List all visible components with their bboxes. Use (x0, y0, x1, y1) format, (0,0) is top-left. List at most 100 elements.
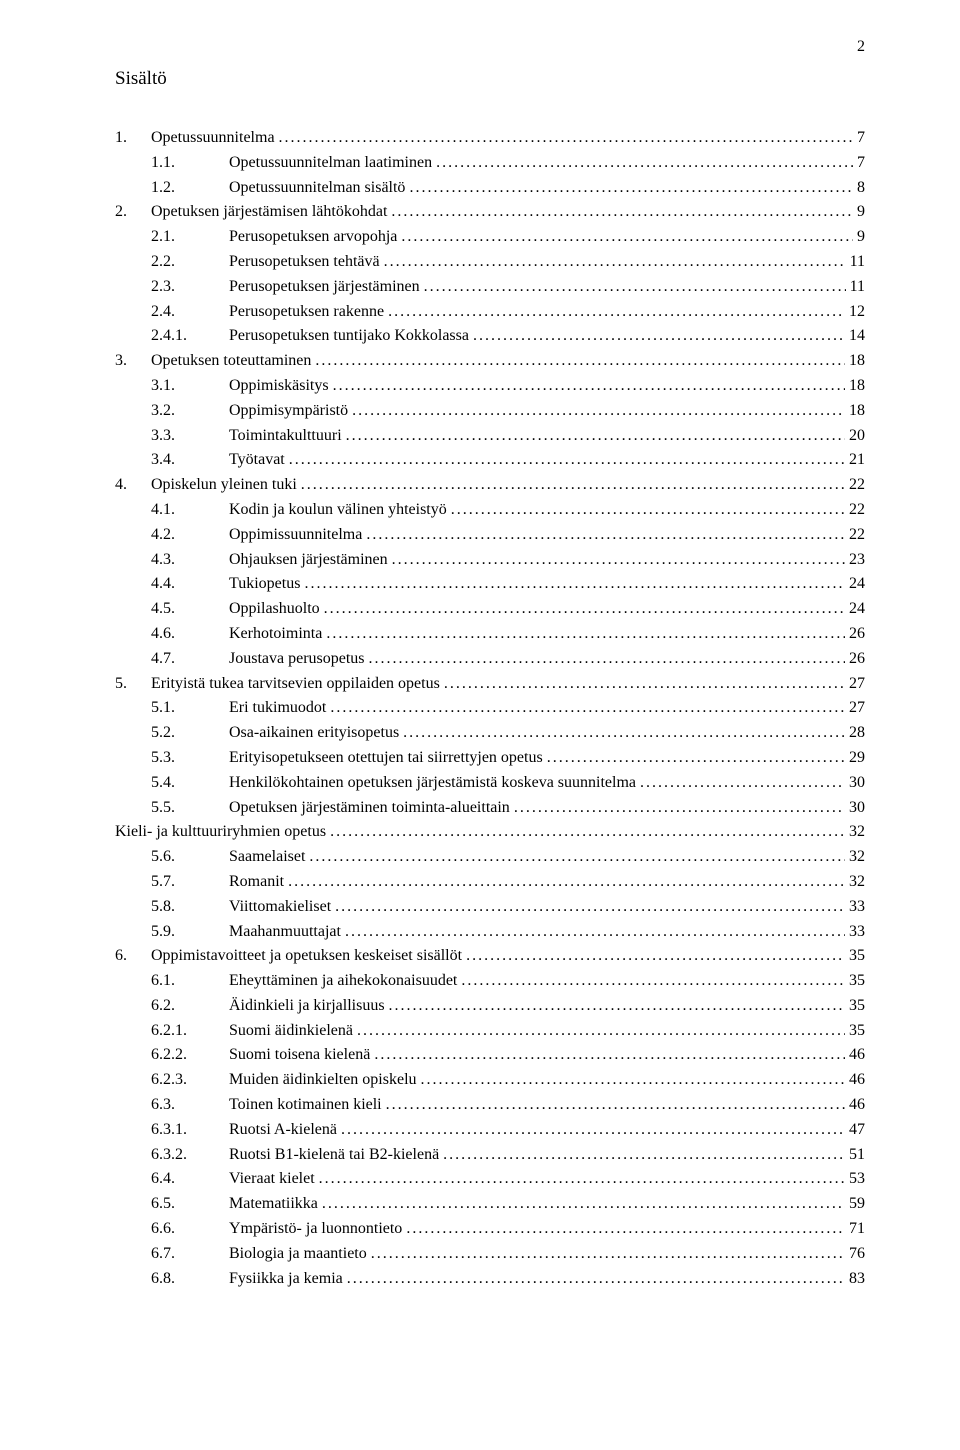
toc-leader-dots (547, 746, 845, 771)
toc-entry: 2.4.1.Perusopetuksen tuntijako Kokkolass… (115, 324, 865, 349)
toc-entry-number: 6.7. (151, 1242, 229, 1267)
toc-leader-dots (341, 1118, 845, 1143)
toc-entry-number: 4.6. (151, 622, 229, 647)
toc-leader-dots (406, 1217, 845, 1242)
toc-entry-label: Joustava perusopetus (229, 647, 369, 672)
toc-leader-dots (436, 151, 853, 176)
toc-entry: 6.2.2.Suomi toisena kielenä46 (115, 1043, 865, 1068)
toc-entry: 4.3.Ohjauksen järjestäminen23 (115, 548, 865, 573)
toc-entry-number: 1.2. (151, 176, 229, 201)
toc-entry-page: 71 (845, 1217, 865, 1242)
toc-entry-page: 35 (845, 1019, 865, 1044)
toc-entry-number: 2.1. (151, 225, 229, 250)
toc-list: 1.Opetussuunnitelma71.1.Opetussuunnitelm… (115, 126, 865, 1291)
toc-entry-page: 21 (845, 448, 865, 473)
toc-entry-number: 3. (115, 349, 151, 374)
toc-entry-number: 6.8. (151, 1267, 229, 1292)
toc-entry-page: 29 (845, 746, 865, 771)
toc-leader-dots (461, 969, 845, 994)
toc-entry: 2.4.Perusopetuksen rakenne12 (115, 300, 865, 325)
toc-entry-page: 33 (845, 895, 865, 920)
toc-entry-label: Toinen kotimainen kieli (229, 1093, 386, 1118)
toc-entry-page: 47 (845, 1118, 865, 1143)
toc-entry-number: 1. (115, 126, 151, 151)
toc-entry-page: 35 (845, 944, 865, 969)
toc-entry-number: 3.4. (151, 448, 229, 473)
toc-entry: 6.2.3.Muiden äidinkielten opiskelu46 (115, 1068, 865, 1093)
toc-entry-page: 32 (845, 845, 865, 870)
toc-entry: 3.4.Työtavat 21 (115, 448, 865, 473)
toc-entry-page: 14 (845, 324, 865, 349)
toc-entry-number: 5.6. (151, 845, 229, 870)
toc-entry-number: 5.5. (151, 796, 229, 821)
toc-entry: 4.5.Oppilashuolto24 (115, 597, 865, 622)
toc-leader-dots (409, 176, 853, 201)
toc-leader-dots (319, 1167, 845, 1192)
toc-entry-page: 24 (845, 597, 865, 622)
toc-entry-page: 33 (845, 920, 865, 945)
toc-entry-number: 5.9. (151, 920, 229, 945)
toc-entry: 2.Opetuksen järjestämisen lähtökohdat9 (115, 200, 865, 225)
toc-entry: 2.3.Perusopetuksen järjestäminen11 (115, 275, 865, 300)
toc-entry-number: 1.1. (151, 151, 229, 176)
toc-entry-number: 4.4. (151, 572, 229, 597)
toc-leader-dots (403, 721, 845, 746)
toc-entry-label: Opiskelun yleinen tuki (151, 473, 301, 498)
toc-entry-page: 7 (853, 126, 865, 151)
toc-leader-dots (451, 498, 845, 523)
toc-entry-page: 22 (845, 498, 865, 523)
toc-leader-dots (289, 448, 845, 473)
toc-leader-dots (335, 895, 845, 920)
toc-entry-label: Matematiikka (229, 1192, 322, 1217)
toc-leader-dots (374, 1043, 845, 1068)
toc-entry-page: 30 (845, 771, 865, 796)
toc-entry-label: Oppimisympäristö (229, 399, 352, 424)
toc-leader-dots (345, 920, 845, 945)
toc-entry: 6.8.Fysiikka ja kemia83 (115, 1267, 865, 1292)
toc-entry-label: Suomi äidinkielenä (229, 1019, 357, 1044)
toc-entry-number: 4.3. (151, 548, 229, 573)
toc-entry-label: Eri tukimuodot (229, 696, 330, 721)
toc-entry: 5.5.Opetuksen järjestäminen toiminta-alu… (115, 796, 865, 821)
page-number: 2 (857, 38, 865, 56)
toc-entry: 3.Opetuksen toteuttaminen18 (115, 349, 865, 374)
toc-entry-page: 26 (845, 647, 865, 672)
toc-leader-dots (369, 647, 845, 672)
toc-entry: 6.2.Äidinkieli ja kirjallisuus35 (115, 994, 865, 1019)
toc-entry-label: Ruotsi A-kielenä (229, 1118, 341, 1143)
toc-entry-label: Opetussuunnitelman sisältö (229, 176, 409, 201)
toc-entry: 4.Opiskelun yleinen tuki22 (115, 473, 865, 498)
toc-entry: 5.9.Maahanmuuttajat 33 (115, 920, 865, 945)
toc-entry-page: 46 (845, 1093, 865, 1118)
toc-entry-number: 5.1. (151, 696, 229, 721)
toc-entry-number: 4.1. (151, 498, 229, 523)
toc-entry-label: Oppimistavoitteet ja opetuksen keskeiset… (151, 944, 466, 969)
toc-leader-dots (371, 1242, 845, 1267)
toc-entry-page: 7 (853, 151, 865, 176)
toc-leader-dots (288, 870, 845, 895)
toc-leader-dots (473, 324, 845, 349)
toc-entry-page: 24 (845, 572, 865, 597)
toc-entry-label: Eheyttäminen ja aihekokonaisuudet (229, 969, 461, 994)
toc-entry-number: 4.2. (151, 523, 229, 548)
toc-leader-dots (326, 622, 845, 647)
toc-entry-label: Perusopetuksen rakenne (229, 300, 388, 325)
toc-entry-label: Perusopetuksen järjestäminen (229, 275, 424, 300)
toc-leader-dots (279, 126, 853, 151)
toc-entry-page: 11 (846, 275, 865, 300)
toc-entry: 3.1.Oppimiskäsitys18 (115, 374, 865, 399)
toc-leader-dots (391, 200, 853, 225)
toc-entry: 6.1.Eheyttäminen ja aihekokonaisuudet35 (115, 969, 865, 994)
toc-entry-page: 18 (845, 374, 865, 399)
toc-leader-dots (304, 572, 845, 597)
toc-entry-label: Äidinkieli ja kirjallisuus (229, 994, 389, 1019)
toc-entry-number: 3.1. (151, 374, 229, 399)
toc-entry-number: 5.7. (151, 870, 229, 895)
toc-entry-page: 12 (845, 300, 865, 325)
toc-entry-page: 8 (853, 176, 865, 201)
toc-leader-dots (401, 225, 853, 250)
toc-entry-label: Maahanmuuttajat (229, 920, 345, 945)
toc-entry-label: Työtavat (229, 448, 289, 473)
toc-leader-dots (333, 374, 845, 399)
toc-entry-label: Erityisopetukseen otettujen tai siirrett… (229, 746, 547, 771)
